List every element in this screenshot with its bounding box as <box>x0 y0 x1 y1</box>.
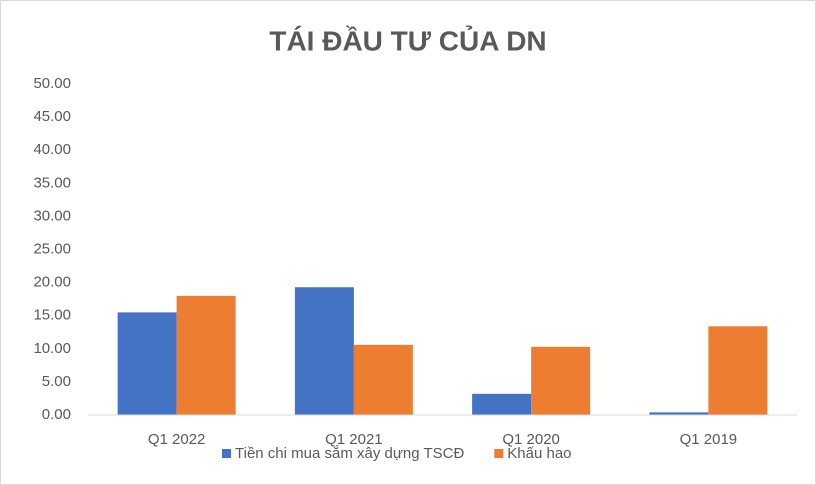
bar <box>176 295 236 415</box>
legend-swatch <box>222 449 231 458</box>
x-tick-label: Q1 2020 <box>502 431 560 448</box>
x-tick-label: Q1 2022 <box>148 431 206 448</box>
y-tick-label: 10.00 <box>33 340 71 357</box>
legend-label: Tiền chi mua sắm xây dựng TSCĐ <box>235 445 464 462</box>
y-tick-label: 5.00 <box>42 373 71 390</box>
y-tick-label: 0.00 <box>42 406 71 423</box>
bar <box>472 393 532 415</box>
y-tick-label: 50.00 <box>33 75 71 92</box>
x-tick-label: Q1 2021 <box>325 431 383 448</box>
y-tick-label: 20.00 <box>33 274 71 291</box>
bar <box>117 312 177 415</box>
bar <box>294 287 354 415</box>
y-tick-label: 25.00 <box>33 240 71 257</box>
bar <box>531 346 591 415</box>
bar <box>708 326 768 415</box>
bar <box>353 344 413 415</box>
y-tick-label: 15.00 <box>33 307 71 324</box>
chart-title: TÁI ĐẦU TƯ CỦA DN <box>269 24 546 56</box>
x-tick-label: Q1 2019 <box>680 431 738 448</box>
y-tick-label: 40.00 <box>33 141 71 158</box>
y-tick-label: 30.00 <box>33 207 71 224</box>
bar <box>649 412 709 415</box>
y-tick-label: 45.00 <box>33 108 71 125</box>
y-tick-label: 35.00 <box>33 174 71 191</box>
legend-swatch <box>494 449 504 458</box>
legend-label: Khấu hao <box>507 445 571 462</box>
